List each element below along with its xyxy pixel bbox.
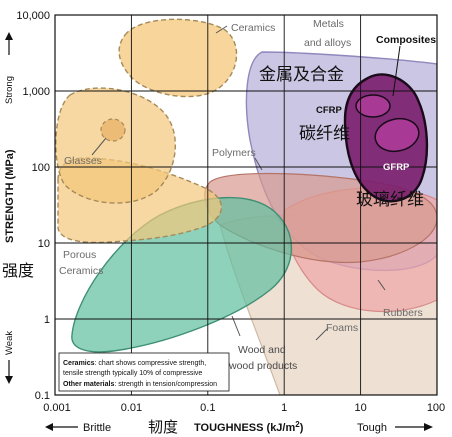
label-ceramics: Ceramics: [231, 22, 275, 34]
leader-glasses: [91, 137, 107, 156]
region-glass-small: [100, 118, 126, 142]
label-cfrp: CFRP: [316, 105, 343, 116]
note-box: Ceramics: chart shows compressive streng…: [58, 352, 230, 392]
x-tick-0-01: 0.01: [121, 402, 142, 414]
label-composites: Composites: [376, 34, 436, 46]
label-wood-1: Wood and: [238, 344, 286, 356]
y-tick-1000: 1,000: [22, 86, 50, 98]
y-tick-10: 10: [38, 238, 50, 250]
x-brittle-label: Brittle: [83, 422, 111, 434]
note-ceramics-text-1: : chart shows compressive strength,: [95, 360, 207, 367]
label-metals-2: and alloys: [304, 37, 351, 49]
x-axis-label-close: ): [300, 422, 304, 434]
x-tough-label: Tough: [357, 422, 387, 434]
leader-rubbers: [377, 279, 386, 291]
x-axis-label-sup: 2: [295, 420, 300, 429]
y-strong-arrowhead: [5, 32, 13, 40]
x-axis-label: TOUGHNESS (kJ/m: [194, 422, 295, 434]
label-porous-2: Ceramics: [59, 265, 103, 277]
leader-foams: [315, 327, 329, 341]
region-glasses: [55, 87, 176, 204]
x-ticks: 0.001 0.01 0.1 1 10 100: [43, 402, 445, 414]
y-tick-100: 100: [32, 162, 50, 174]
label-metals-1: Metals: [313, 18, 344, 30]
x-tough-arrowhead: [424, 423, 433, 431]
x-tick-0-1: 0.1: [200, 402, 215, 414]
note-ceramics-bold: Ceramics: [63, 360, 95, 367]
note-other-bold: Other materials: [63, 381, 114, 388]
y-weak-arrowhead: [5, 376, 13, 384]
plot-frame: [54, 14, 438, 396]
region-gfrp: [374, 117, 420, 153]
leader-polymers: [254, 157, 263, 171]
y-tick-1: 1: [44, 314, 50, 326]
svg-text:Ceramics: chart shows compress: Ceramics: chart shows compressive streng…: [63, 360, 206, 367]
y-strong-label: Strong: [4, 76, 15, 104]
label-rubbers: Rubbers: [383, 307, 423, 319]
y-axis-label: STRENGTH (MPa): [4, 149, 16, 243]
label-porous-1: Porous: [63, 249, 96, 261]
y-ticks: 10,000 1,000 100 10 1 0.1: [16, 10, 50, 402]
x-tick-10: 10: [354, 402, 366, 414]
x-axis-label-zh: 韧度: [148, 418, 178, 436]
label-wood-2: wood products: [228, 360, 297, 372]
y-weak-label: Weak: [4, 331, 15, 355]
region-ceramics: [118, 18, 238, 98]
svg-text:Other materials: strength in t: Other materials: strength in tension/com…: [63, 381, 217, 388]
label-glasses: Glasses: [64, 155, 102, 167]
y-tick-10000: 10,000: [16, 10, 50, 22]
label-foams: Foams: [326, 322, 358, 334]
note-other-text: : strength in tension/compression: [114, 381, 217, 388]
leader-composites: [392, 45, 401, 97]
x-tick-100: 100: [427, 402, 445, 414]
x-tick-1: 1: [281, 402, 287, 414]
label-polymers: Polymers: [212, 147, 256, 159]
y-axis-title: Strong STRENGTH (MPa) Weak: [4, 32, 16, 384]
svg-text:TOUGHNESS (kJ/m2): TOUGHNESS (kJ/m2): [194, 420, 304, 434]
x-brittle-arrowhead: [45, 423, 53, 431]
x-tick-0-001: 0.001: [43, 402, 71, 414]
label-gfrp: GFRP: [383, 162, 410, 173]
x-axis-title: Brittle 韧度 TOUGHNESS (kJ/m2) Tough: [45, 418, 433, 436]
label-carbon-zh: 碳纤维: [299, 124, 350, 144]
y-tick-0-1: 0.1: [35, 390, 50, 402]
label-glass-zh: 玻璃纤维: [356, 190, 424, 210]
y-axis-label-zh: 强度: [2, 261, 34, 280]
grid: [55, 15, 437, 395]
leader-ceramics: [215, 25, 228, 34]
label-metals-zh: 金属及合金: [259, 65, 344, 85]
note-ceramics-text-2: tensile strength typically 10% of compre…: [63, 370, 202, 377]
region-cfrp: [355, 94, 391, 118]
